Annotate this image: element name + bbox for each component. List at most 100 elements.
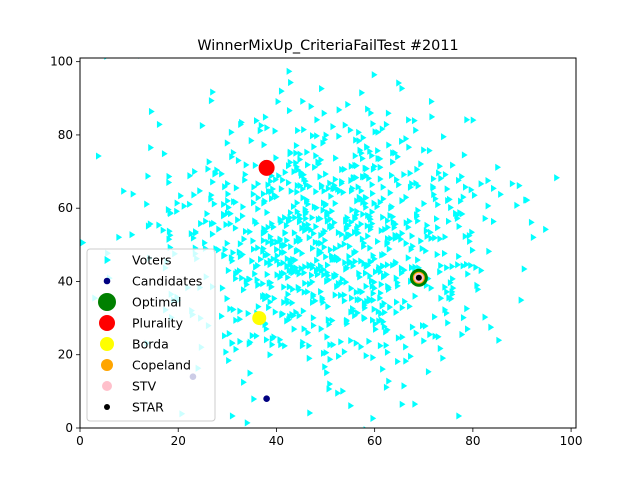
voter-point	[222, 332, 228, 340]
voter-point	[145, 222, 152, 230]
voter-point	[401, 266, 408, 274]
voter-point	[166, 178, 173, 187]
x-tick-label: 80	[465, 434, 480, 448]
voter-point	[224, 239, 231, 247]
voter-point	[465, 270, 471, 278]
voter-point	[287, 158, 294, 166]
voter-point	[426, 147, 433, 155]
voter-point	[317, 262, 324, 270]
voter-point	[251, 395, 258, 403]
voter-point	[342, 121, 349, 129]
voter-point	[332, 175, 339, 184]
voter-point	[250, 245, 257, 253]
voter-point	[391, 223, 398, 232]
voter-point	[227, 220, 234, 228]
voter-point	[222, 245, 229, 254]
legend-marker	[104, 404, 110, 410]
voter-point	[294, 199, 301, 207]
voter-point	[283, 222, 290, 230]
voter-point	[408, 245, 415, 253]
voter-point	[464, 260, 470, 269]
voter-point	[399, 137, 405, 145]
voter-point	[240, 286, 247, 294]
voter-point	[227, 210, 234, 218]
voter-point	[280, 259, 287, 267]
voter-point	[327, 380, 334, 388]
voter-point	[387, 303, 393, 311]
y-tick-label: 20	[58, 348, 73, 362]
voter-point	[337, 242, 344, 250]
voter-point	[324, 261, 331, 269]
voter-point	[380, 195, 387, 203]
voter-point	[305, 221, 312, 229]
voter-point	[306, 261, 313, 269]
voter-point	[378, 310, 384, 318]
voter-point	[274, 252, 281, 260]
voter-point	[366, 174, 373, 182]
voter-point	[286, 283, 293, 291]
voter-point	[307, 182, 313, 190]
voter-point	[383, 120, 390, 129]
voter-point	[258, 121, 265, 130]
voter-point	[295, 267, 301, 275]
voter-point	[226, 356, 232, 365]
voter-point	[296, 211, 303, 219]
voter-point	[409, 180, 415, 188]
voter-point	[354, 197, 361, 205]
voter-point	[367, 297, 373, 305]
voter-point	[351, 173, 358, 182]
voter-point	[252, 161, 259, 169]
voter-point	[251, 183, 258, 191]
voter-point	[446, 195, 453, 203]
voter-point	[148, 144, 154, 152]
voter-point	[339, 178, 345, 186]
voter-point	[250, 199, 257, 207]
voter-point	[364, 262, 370, 271]
voter-point	[456, 176, 462, 184]
voter-point	[233, 184, 240, 192]
voter-point	[274, 245, 280, 254]
voter-point	[287, 260, 294, 268]
voter-point	[318, 231, 325, 239]
voter-point	[322, 363, 329, 371]
voter-point	[296, 218, 303, 226]
voter-point	[238, 120, 244, 129]
voter-point	[423, 227, 430, 235]
voter-point	[442, 233, 449, 241]
voter-point	[340, 387, 347, 395]
voter-point	[282, 229, 289, 237]
voter-point	[437, 344, 444, 353]
voter-point	[474, 281, 481, 290]
voter-point	[263, 325, 270, 333]
voter-point	[380, 213, 386, 221]
voter-point	[450, 161, 456, 169]
voter-point	[370, 354, 377, 362]
voter-point	[345, 100, 352, 109]
voter-point	[454, 211, 461, 220]
voter-point	[378, 316, 385, 324]
voter-point	[243, 161, 250, 169]
voter-point	[356, 269, 363, 277]
voter-point	[423, 247, 429, 255]
voter-point	[362, 299, 368, 307]
voter-point	[255, 180, 262, 188]
voter-point	[205, 165, 212, 173]
voter-point	[386, 377, 393, 385]
voter-point	[192, 168, 198, 176]
voter-point	[293, 141, 300, 150]
voter-point	[148, 107, 155, 116]
voter-point	[295, 234, 302, 242]
voter-point	[300, 307, 307, 315]
voter-point	[364, 143, 371, 151]
voter-point	[303, 181, 310, 189]
voter-point	[253, 332, 260, 340]
voter-point	[253, 219, 260, 227]
voter-point	[310, 292, 317, 300]
voter-point	[402, 297, 408, 306]
voter-point	[204, 210, 211, 218]
voter-point	[327, 246, 334, 254]
voter-point	[288, 187, 295, 195]
voter-point	[327, 179, 334, 187]
voter-point	[167, 231, 174, 239]
voter-point	[424, 221, 431, 229]
